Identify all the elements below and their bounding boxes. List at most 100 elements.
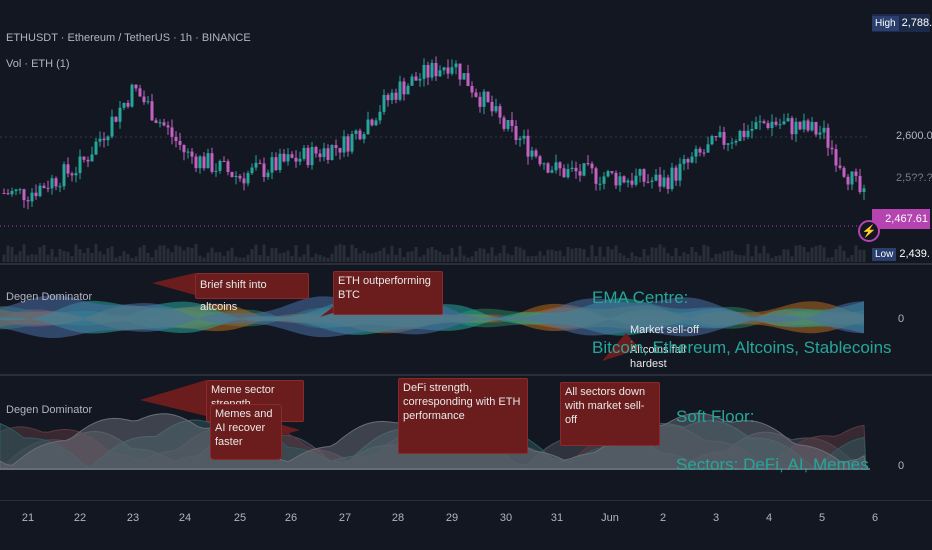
candle <box>578 164 582 182</box>
volume-bar <box>222 255 226 262</box>
indicator-pane-2[interactable]: Degen Dominator 0 Meme sector strength M… <box>0 376 932 500</box>
candle <box>414 71 418 81</box>
volume-bar <box>390 245 394 262</box>
volume-bar <box>174 245 178 262</box>
volume-bar <box>526 256 530 262</box>
volume-bar <box>698 255 702 262</box>
time-axis-label: 22 <box>73 512 87 524</box>
indicator2-title[interactable]: Degen Dominator <box>6 404 93 416</box>
candle <box>326 144 330 164</box>
volume-bar <box>750 256 754 262</box>
volume-label[interactable]: Vol · ETH (1) <box>6 58 70 70</box>
volume-bar <box>654 247 658 262</box>
candle <box>490 95 494 117</box>
volume-bar <box>458 245 462 262</box>
volume-bar <box>114 257 118 262</box>
candle <box>782 113 786 125</box>
indicator1-areas <box>0 295 864 339</box>
candle <box>126 99 130 109</box>
volume-bar <box>146 252 150 262</box>
candle <box>818 125 822 140</box>
volume-bar <box>90 252 94 262</box>
ema-centre-subheading: Bitcoin, Ethereum, Altcoins, Stablecoins <box>592 338 892 357</box>
candle <box>222 156 226 162</box>
volume-bar <box>754 245 758 262</box>
volume-bar <box>406 251 410 262</box>
candle <box>10 187 14 197</box>
volume-bar <box>478 248 482 262</box>
volume-bar <box>778 255 782 262</box>
volume-bar <box>374 252 378 262</box>
candle <box>122 102 126 111</box>
volume-bar <box>590 245 594 262</box>
candle <box>310 141 314 170</box>
candle <box>690 152 694 164</box>
candle <box>574 161 578 179</box>
time-axis-label: 27 <box>338 512 352 524</box>
candle <box>114 116 118 123</box>
indicator1-title[interactable]: Degen Dominator <box>6 291 93 303</box>
volume-bar <box>626 257 630 262</box>
time-axis[interactable] <box>0 501 932 550</box>
volume-bar <box>394 254 398 262</box>
symbol-title[interactable]: ETHUSDT · Ethereum / TetherUS · 1h · BIN… <box>6 32 251 44</box>
volume-bar <box>170 252 174 262</box>
volume-bar <box>186 247 190 262</box>
candle <box>170 119 174 145</box>
volume-bar <box>18 251 22 262</box>
candle <box>150 93 154 122</box>
candle <box>198 155 202 174</box>
indicator-pane-1[interactable]: Degen Dominator 0 Brief shift into altco… <box>0 265 932 373</box>
volume-bar <box>766 253 770 262</box>
volume-bar <box>466 257 470 262</box>
volume-bar <box>842 250 846 262</box>
lightning-icon[interactable]: ⚡ <box>858 220 880 242</box>
candle <box>522 129 526 145</box>
price-pane[interactable]: ETHUSDT · Ethereum / TetherUS · 1h · BIN… <box>0 0 932 262</box>
volume-bar <box>770 257 774 262</box>
callout-eth-outperforming: ETH outperforming BTC <box>333 271 443 315</box>
pane-separator[interactable] <box>0 263 932 265</box>
volume-bar <box>302 254 306 262</box>
volume-bar <box>650 247 654 262</box>
volume-bar <box>218 252 222 262</box>
candle <box>178 132 182 151</box>
volume-bar <box>730 250 734 262</box>
candle <box>190 147 194 164</box>
volume-bar <box>854 245 858 262</box>
volume-bar <box>318 254 322 262</box>
candle <box>530 146 534 160</box>
candle <box>682 154 686 171</box>
candle <box>838 157 842 170</box>
candle <box>646 174 650 184</box>
high-tag-value: 2,788.00 <box>901 17 932 29</box>
candle <box>134 84 138 92</box>
volume-bar <box>102 254 106 262</box>
time-axis-label: 6 <box>871 512 879 524</box>
pane-separator[interactable] <box>0 374 932 376</box>
candle <box>366 111 370 135</box>
volume-bar <box>734 254 738 262</box>
volume-bar <box>414 246 418 262</box>
candle <box>826 123 830 156</box>
candle <box>438 65 442 77</box>
candle <box>834 144 838 172</box>
candle <box>354 129 358 140</box>
volume-bar <box>254 244 258 262</box>
volume-bar <box>370 253 374 262</box>
volume-bar <box>702 244 706 262</box>
volume-bar <box>82 252 86 262</box>
candle <box>238 174 242 182</box>
candle <box>38 182 42 198</box>
volume-bar <box>858 249 862 262</box>
volume-bar <box>710 257 714 262</box>
time-axis-label: 21 <box>21 512 35 524</box>
volume-bar <box>166 248 170 262</box>
candle <box>394 88 398 104</box>
volume-bar <box>562 256 566 262</box>
volume-bar <box>194 244 198 262</box>
volume-bar <box>138 247 142 262</box>
candle <box>814 121 818 137</box>
volume-bar <box>14 254 18 262</box>
volume-bar <box>334 245 338 262</box>
